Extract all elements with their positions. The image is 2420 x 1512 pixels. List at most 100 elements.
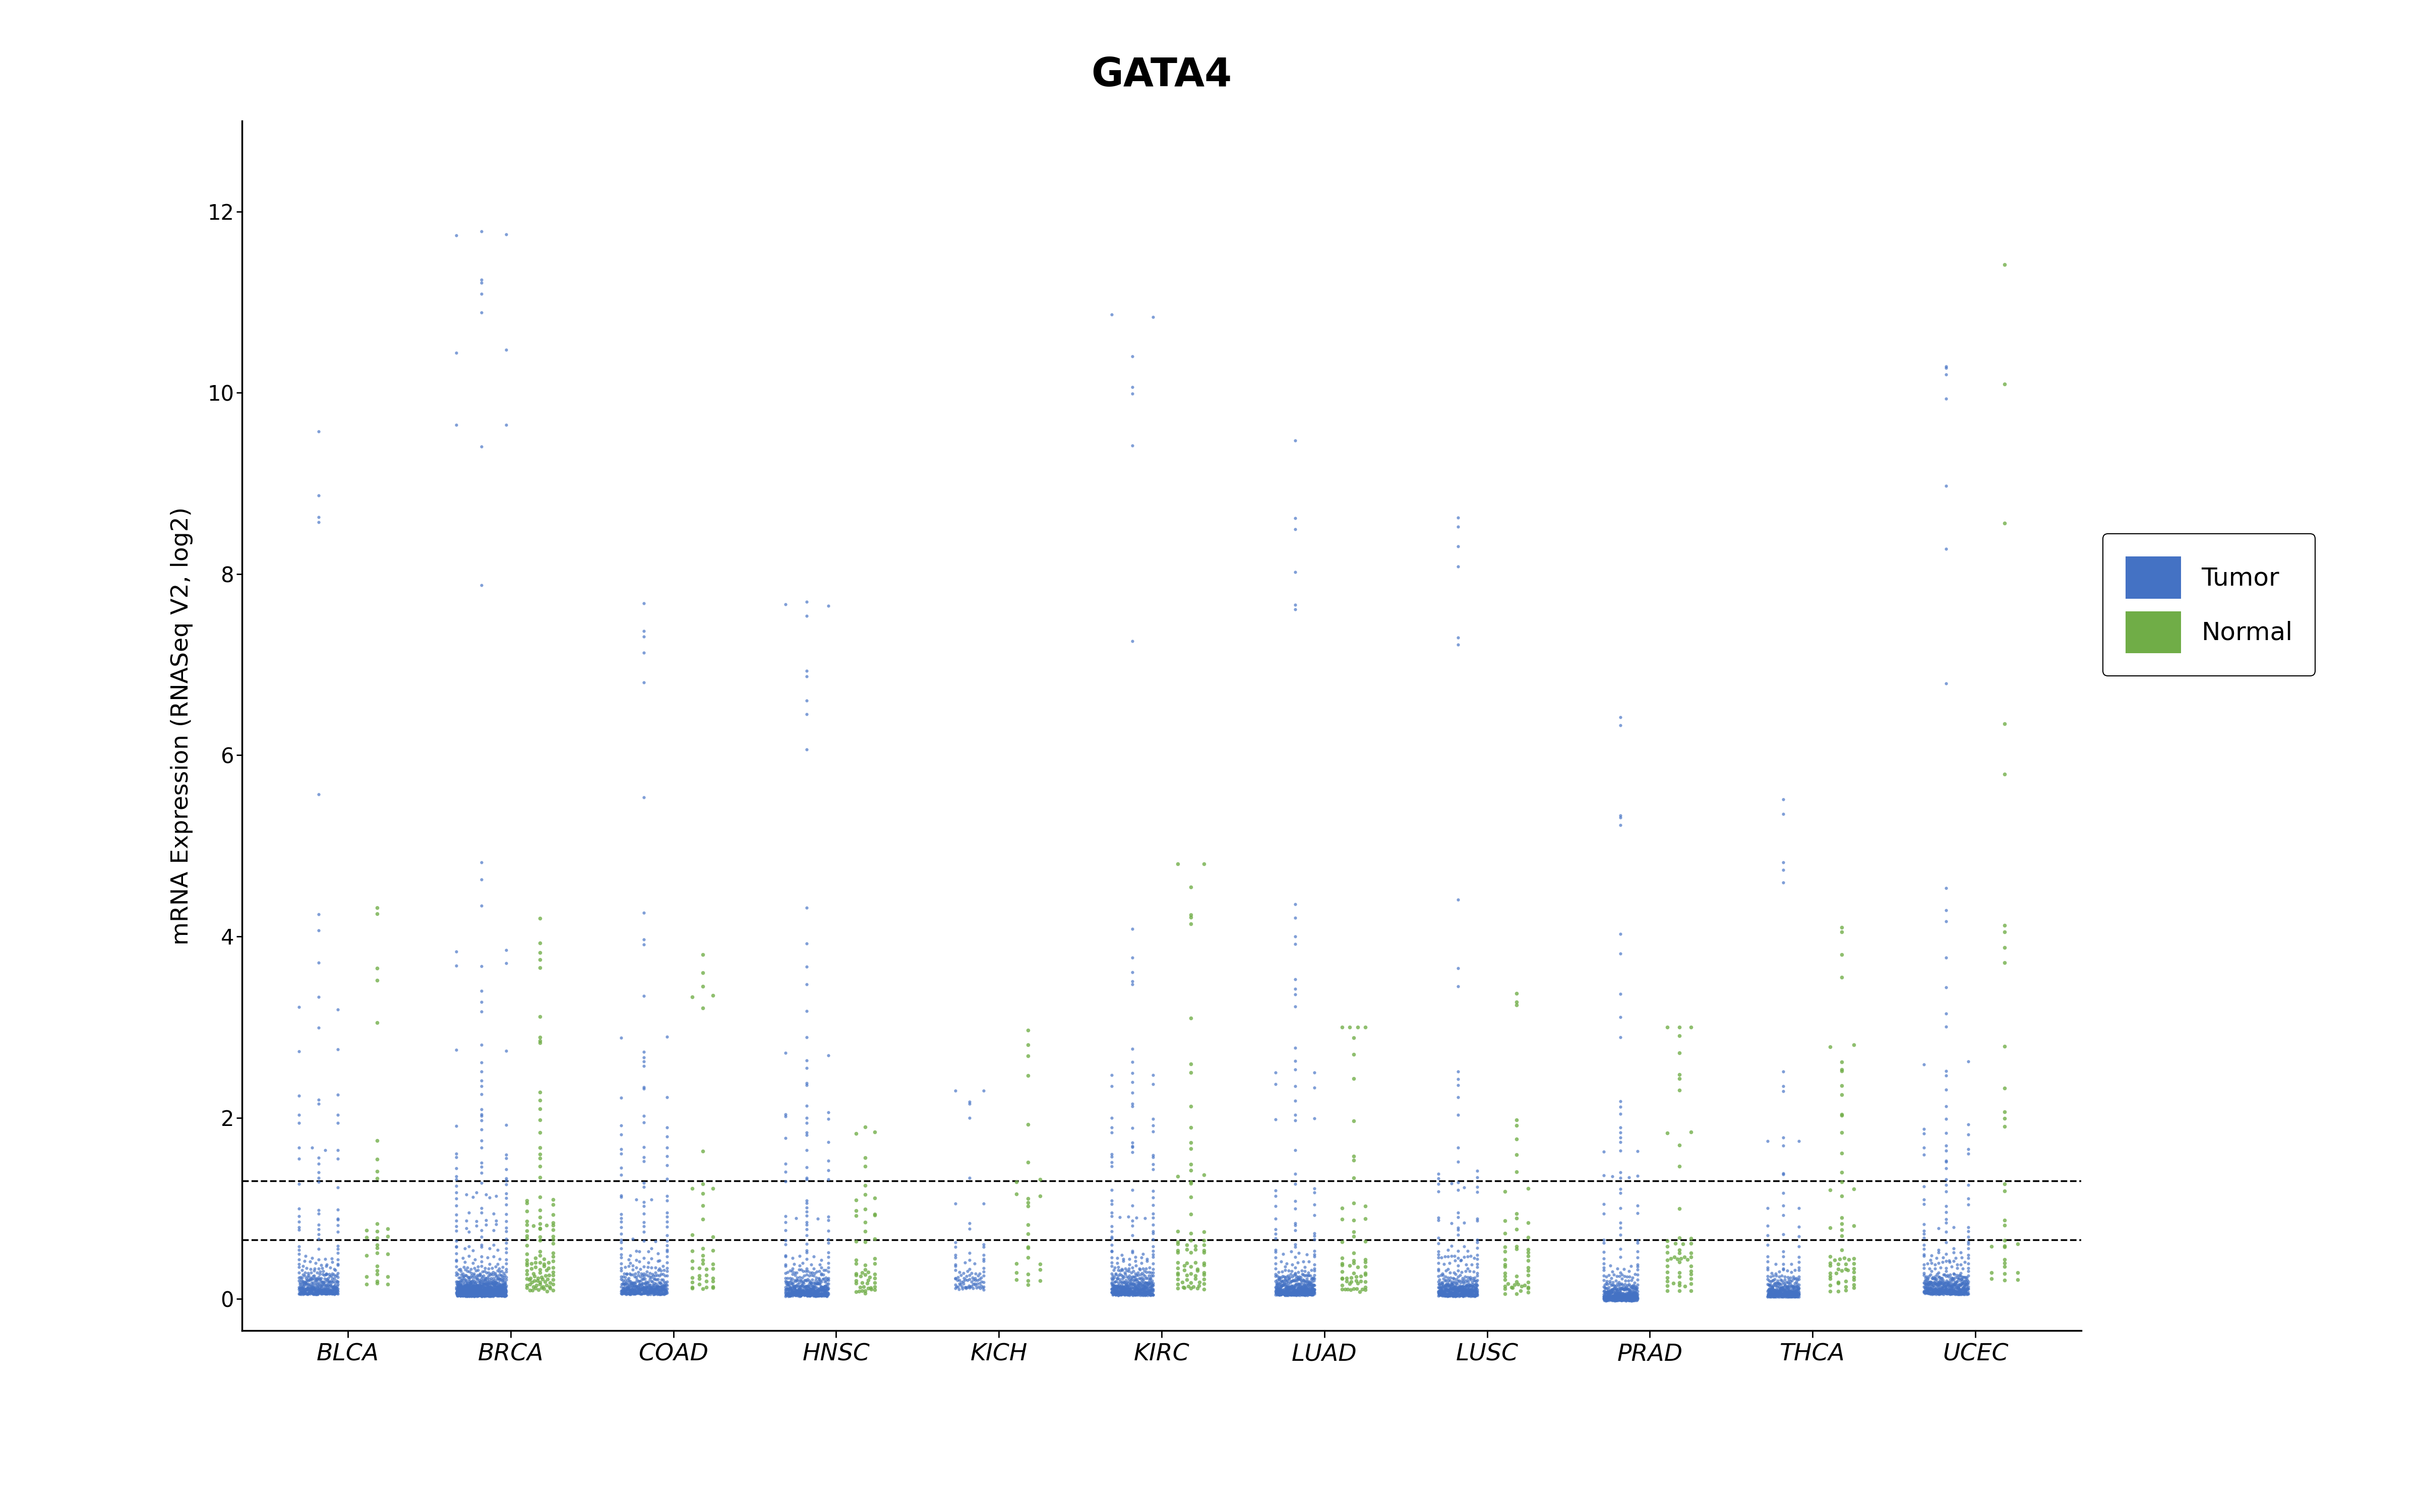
Point — [1590, 1278, 1629, 1302]
Point — [801, 1282, 840, 1306]
Point — [1585, 1284, 1624, 1308]
Point — [796, 1284, 835, 1308]
Point — [462, 990, 501, 1015]
Point — [1445, 1275, 1483, 1299]
Point — [605, 1279, 644, 1303]
Point — [946, 1275, 985, 1299]
Point — [622, 1278, 661, 1302]
Point — [997, 1267, 1036, 1291]
Point — [644, 1278, 682, 1302]
Point — [1287, 1276, 1326, 1300]
Point — [1592, 1288, 1631, 1312]
Point — [467, 1266, 506, 1290]
Point — [472, 1270, 511, 1294]
Point — [646, 1282, 685, 1306]
Point — [806, 1275, 845, 1299]
Point — [605, 1272, 644, 1296]
Point — [1283, 1276, 1321, 1300]
Point — [457, 1282, 496, 1306]
Point — [1113, 1272, 1152, 1296]
Point — [1917, 1267, 1955, 1291]
Point — [1263, 1278, 1302, 1302]
Point — [1919, 1270, 1958, 1294]
Point — [1442, 1269, 1481, 1293]
Point — [1917, 1276, 1955, 1300]
Point — [837, 1261, 876, 1285]
Point — [1759, 1282, 1798, 1306]
Point — [1258, 1279, 1297, 1303]
Point — [1759, 1275, 1798, 1299]
Point — [300, 1256, 339, 1281]
Point — [1261, 1275, 1300, 1299]
Point — [951, 1267, 990, 1291]
Point — [1757, 1278, 1796, 1302]
Point — [767, 1204, 806, 1228]
Point — [290, 1276, 329, 1300]
Point — [1433, 1284, 1471, 1308]
Point — [603, 1246, 641, 1270]
Point — [1914, 1276, 1953, 1300]
Point — [1914, 1281, 1953, 1305]
Point — [799, 1278, 837, 1302]
Point — [1660, 1238, 1699, 1263]
Point — [474, 1284, 513, 1308]
Point — [786, 1269, 825, 1293]
Point — [1430, 1278, 1469, 1302]
Point — [1617, 1275, 1655, 1299]
Point — [641, 1258, 680, 1282]
Point — [474, 1278, 513, 1302]
Point — [1101, 1282, 1140, 1306]
Point — [305, 1279, 344, 1303]
Point — [457, 1282, 496, 1306]
Point — [1278, 1264, 1316, 1288]
Point — [1270, 1281, 1309, 1305]
Point — [482, 1272, 520, 1296]
Point — [1919, 1275, 1958, 1299]
Point — [448, 1282, 486, 1306]
Point — [1425, 1264, 1464, 1288]
Point — [474, 1219, 513, 1243]
Point — [620, 1272, 658, 1296]
Point — [649, 1276, 687, 1300]
Point — [1764, 1278, 1803, 1302]
Point — [295, 1281, 334, 1305]
Point — [624, 1261, 663, 1285]
Point — [1331, 1270, 1370, 1294]
Point — [448, 1284, 486, 1308]
Point — [1113, 1070, 1152, 1095]
Point — [460, 1279, 499, 1303]
Point — [1283, 1276, 1321, 1300]
Point — [808, 1284, 847, 1308]
Point — [474, 1269, 513, 1293]
Point — [513, 1278, 552, 1302]
Point — [1123, 1263, 1162, 1287]
Point — [1099, 1279, 1137, 1303]
Point — [462, 1104, 501, 1128]
Point — [605, 1272, 644, 1296]
Point — [484, 1278, 523, 1302]
Point — [1125, 1278, 1164, 1302]
Point — [1776, 1284, 1815, 1308]
Point — [1508, 1258, 1546, 1282]
Point — [484, 1278, 523, 1302]
Point — [453, 1282, 491, 1306]
Point — [1914, 1281, 1953, 1305]
Point — [1346, 1263, 1384, 1287]
Point — [1588, 1288, 1626, 1312]
Point — [295, 1282, 334, 1306]
Point — [1096, 1279, 1135, 1303]
Point — [1125, 1207, 1164, 1231]
Point — [312, 1279, 351, 1303]
Point — [448, 1270, 486, 1294]
Point — [1929, 1264, 1967, 1288]
Point — [774, 1278, 813, 1302]
Point — [1118, 1278, 1157, 1302]
Point — [1256, 1281, 1295, 1305]
Point — [1278, 1266, 1316, 1290]
Point — [1919, 1270, 1958, 1294]
Point — [1926, 909, 1965, 933]
Point — [1169, 1275, 1208, 1299]
Point — [627, 1263, 666, 1287]
Point — [1338, 1255, 1377, 1279]
Point — [523, 1275, 561, 1299]
